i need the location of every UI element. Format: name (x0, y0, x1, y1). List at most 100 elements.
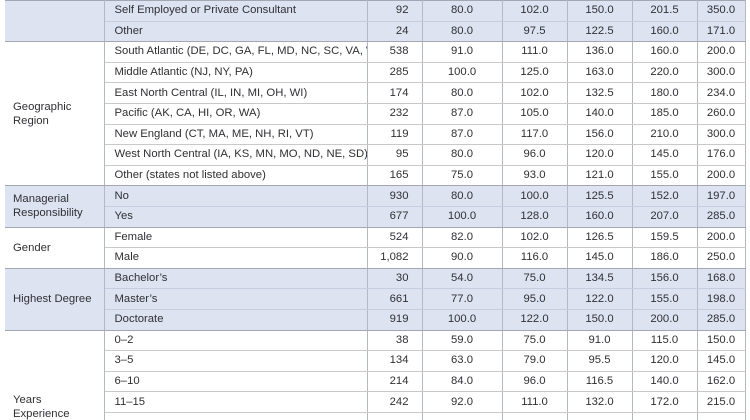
subcategory-cell: Pacific (AK, CA, HI, OR, WA) (104, 103, 368, 125)
value-cell: 200.0 (697, 165, 746, 187)
value-cell: 97.5 (502, 21, 568, 43)
value-cell: 200.0 (632, 309, 698, 331)
value-cell: 350.0 (697, 0, 746, 22)
table-row: 3–5 134 63.0 79.0 95.5 120.0 145.0 (5, 350, 746, 372)
value-cell: 80.0 (422, 82, 503, 104)
value-cell: 300.0 (697, 62, 746, 84)
subcategory-cell: 0–2 (104, 330, 368, 352)
value-cell: 96.0 (502, 144, 568, 166)
value-cell: 100.0 (422, 62, 503, 84)
value-cell: 159.5 (632, 227, 698, 249)
value-cell: 75.0 (502, 268, 568, 290)
table-row: Highest Degree Bachelor’s 30 54.0 75.0 1… (5, 268, 746, 331)
value-cell: 136.0 (567, 41, 633, 63)
value-cell: 176.0 (697, 144, 746, 166)
subcategory-cell: Yes (104, 206, 368, 228)
subcategory-cell: Other (104, 21, 368, 43)
value-cell: 91.0 (422, 41, 503, 63)
value-cell: 126.5 (567, 227, 633, 249)
table-row: Years Experience 0–2 38 59.0 75.0 91.0 1… (5, 330, 746, 420)
value-cell: 168.0 (697, 268, 746, 290)
category-label: Years Experience (5, 330, 105, 420)
value-cell: 132.0 (567, 391, 633, 413)
count-cell: 38 (367, 330, 423, 352)
value-cell: 156.0 (567, 124, 633, 146)
value-cell: 120.0 (567, 144, 633, 166)
group-geographic-region: Geographic Region South Atlantic (DE, DC… (5, 41, 746, 187)
table-row: Male 1,082 90.0 116.0 145.0 186.0 250.0 (5, 247, 746, 269)
subcategory-cell: Self Employed or Private Consultant (104, 0, 368, 22)
value-cell: 95.0 (502, 288, 568, 310)
value-cell: 201.5 (632, 0, 698, 22)
table-row: Geographic Region South Atlantic (DE, DC… (5, 41, 746, 187)
count-cell: 242 (367, 391, 423, 413)
value-cell: 180.0 (632, 82, 698, 104)
category-label: Geographic Region (5, 41, 105, 187)
value-cell: 122.0 (567, 288, 633, 310)
value-cell: 197.0 (697, 185, 746, 207)
subcategory-cell: 11–15 (104, 391, 368, 413)
table-row: Middle Atlantic (NJ, NY, PA) 285 100.0 1… (5, 62, 746, 84)
table-row: Self Employed or Private Consultant 92 8… (5, 0, 746, 43)
count-cell: 174 (367, 82, 423, 104)
value-cell: 145.0 (632, 144, 698, 166)
value-cell: 80.0 (422, 21, 503, 43)
subcategory-cell: No (104, 185, 368, 207)
table-row-partial (5, 412, 746, 420)
value-cell: 185.0 (632, 103, 698, 125)
value-cell: 80.0 (422, 0, 503, 22)
group-years-experience: Years Experience 0–2 38 59.0 75.0 91.0 1… (5, 330, 746, 420)
group-gender: Gender Female 524 82.0 102.0 126.5 159.5… (5, 227, 746, 269)
table-row: Yes 677 100.0 128.0 160.0 207.0 285.0 (5, 206, 746, 228)
value-cell: 75.0 (422, 165, 503, 187)
value-cell (697, 412, 746, 420)
subcategory-cell: 6–10 (104, 371, 368, 393)
subcategory-cell: Middle Atlantic (NJ, NY, PA) (104, 62, 368, 84)
value-cell: 122.5 (567, 21, 633, 43)
value-cell: 128.0 (502, 206, 568, 228)
value-cell: 87.0 (422, 124, 503, 146)
value-cell (567, 412, 633, 420)
value-cell: 82.0 (422, 227, 503, 249)
table-row: West North Central (IA, KS, MN, MO, ND, … (5, 144, 746, 166)
value-cell: 200.0 (697, 227, 746, 249)
count-cell: 524 (367, 227, 423, 249)
table-row: Other (states not listed above) 165 75.0… (5, 165, 746, 187)
count-cell: 661 (367, 288, 423, 310)
value-cell: 77.0 (422, 288, 503, 310)
value-cell: 198.0 (697, 288, 746, 310)
value-cell: 105.0 (502, 103, 568, 125)
group-highest-degree: Highest Degree Bachelor’s 30 54.0 75.0 1… (5, 268, 746, 331)
value-cell: 160.0 (567, 206, 633, 228)
value-cell: 172.0 (632, 391, 698, 413)
value-cell: 215.0 (697, 391, 746, 413)
value-cell: 300.0 (697, 124, 746, 146)
value-cell: 93.0 (502, 165, 568, 187)
table-row: Pacific (AK, CA, HI, OR, WA) 232 87.0 10… (5, 103, 746, 125)
count-cell: 930 (367, 185, 423, 207)
subcategory-cell: Bachelor’s (104, 268, 368, 290)
count-cell: 134 (367, 350, 423, 372)
value-cell: 152.0 (632, 185, 698, 207)
value-cell: 125.5 (567, 185, 633, 207)
count-cell: 538 (367, 41, 423, 63)
count-cell: 165 (367, 165, 423, 187)
table-row: 11–15 242 92.0 111.0 132.0 172.0 215.0 (5, 391, 746, 413)
subcategory-cell: Doctorate (104, 309, 368, 331)
value-cell: 140.0 (632, 371, 698, 393)
group-top-partial: Self Employed or Private Consultant 92 8… (5, 0, 746, 43)
value-cell: 117.0 (502, 124, 568, 146)
category-label: Gender (5, 227, 105, 269)
count-cell: 119 (367, 124, 423, 146)
value-cell (422, 412, 503, 420)
value-cell: 163.0 (567, 62, 633, 84)
count-cell: 30 (367, 268, 423, 290)
table-row: 6–10 214 84.0 96.0 116.5 140.0 162.0 (5, 371, 746, 393)
value-cell: 79.0 (502, 350, 568, 372)
value-cell: 116.5 (567, 371, 633, 393)
value-cell: 145.0 (567, 247, 633, 269)
table-row: Doctorate 919 100.0 122.0 150.0 200.0 28… (5, 309, 746, 331)
value-cell: 150.0 (697, 330, 746, 352)
value-cell: 102.0 (502, 82, 568, 104)
value-cell: 162.0 (697, 371, 746, 393)
